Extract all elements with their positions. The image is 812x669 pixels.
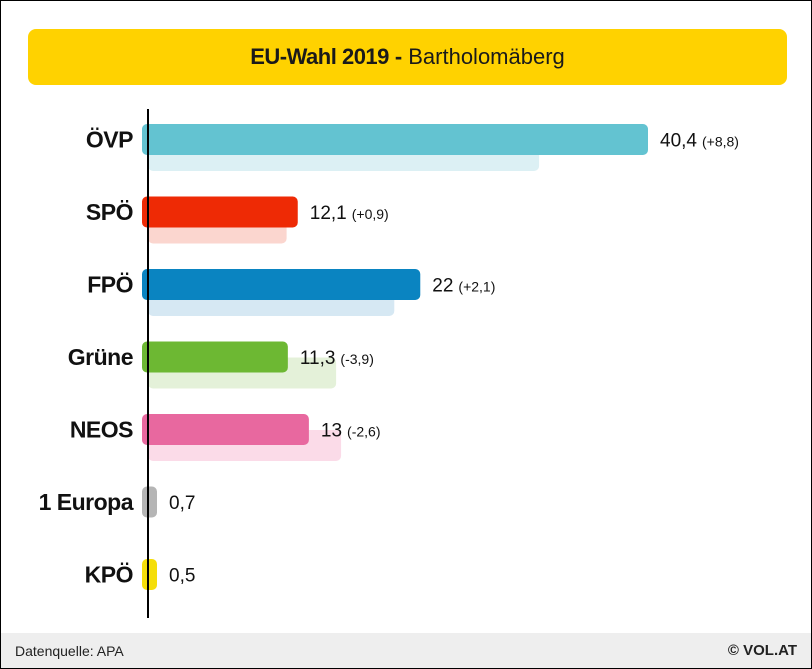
category-label: NEOS [70,417,133,443]
category-label: SPÖ [86,199,133,225]
value-label: 22 (+2,1) [432,276,495,297]
change-label: (+0,9) [352,206,389,222]
value-label: 0,5 [169,566,195,587]
chart-title-bar: EU-Wahl 2019 - Bartholomäberg [28,29,787,85]
category-label: 1 Europa [39,489,134,515]
bar [142,196,298,228]
chart-subtitle: Bartholomäberg [408,44,565,69]
change-label: (+8,8) [702,134,739,150]
title-separator: - [394,44,403,69]
value-label: 40,4 (+8,8) [660,131,739,152]
value-label: 13 (-2,6) [321,421,381,442]
category-label: FPÖ [87,272,133,298]
category-label: Grüne [68,344,133,370]
bar [142,341,288,373]
footer: Datenquelle: APA © VOL.AT [1,633,811,668]
bar [142,124,648,155]
value-label: 12,1 (+0,9) [310,203,389,224]
bar [142,486,157,518]
category-label: ÖVP [86,127,133,153]
value-label: 11,3 (-3,9) [300,348,374,369]
bar [142,269,421,300]
value-label: 0,7 [169,493,195,514]
category-label: KPÖ [85,562,133,588]
bar-chart: ÖVP 40,4 (+8,8) SPÖ 12,1 (+0,9) FPÖ 22 (+2,1) Grü… [39,109,739,618]
change-label: (-2,6) [347,424,380,440]
change-label: (+2,1) [458,279,495,295]
chart-title: EU-Wahl 2019 [250,44,389,69]
bar [142,559,157,590]
brand-logo: © VOL.AT [727,642,797,659]
bar [142,414,309,445]
data-source: Datenquelle: APA [15,643,124,659]
change-label: (-3,9) [340,351,373,367]
